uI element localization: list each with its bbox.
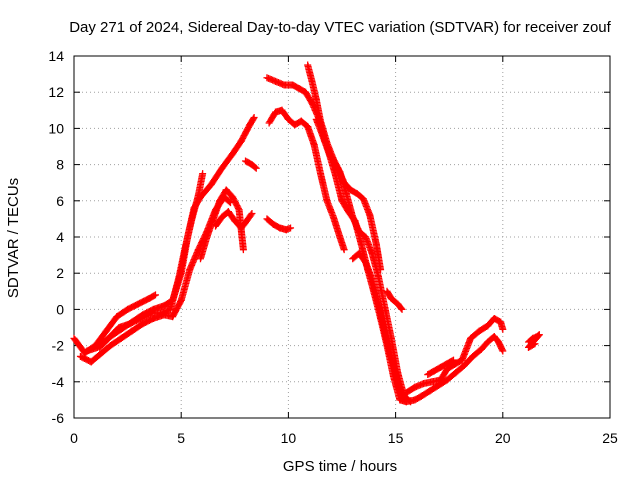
- data-point: [248, 209, 256, 217]
- x-axis-ticks: 0 5 10 15 20 25: [70, 56, 618, 446]
- x-tick-label: 0: [70, 430, 78, 446]
- data-point: [531, 340, 539, 348]
- y-tick-label: -2: [52, 338, 65, 354]
- series-track-14: [383, 287, 406, 313]
- x-tick-label: 25: [602, 430, 618, 446]
- series-track-1: [70, 291, 159, 357]
- data-point: [249, 115, 257, 123]
- series-track-17: [424, 356, 457, 379]
- data-point: [530, 341, 538, 349]
- data-point: [247, 211, 255, 219]
- data-point: [199, 170, 207, 178]
- y-tick-label: 2: [56, 265, 64, 281]
- y-tick-label: 14: [48, 48, 64, 64]
- x-axis-label: GPS time / hours: [283, 458, 397, 475]
- series-track-10: [265, 106, 348, 254]
- x-tick-label: 5: [177, 430, 185, 446]
- data-point: [499, 325, 507, 333]
- y-tick-label: 8: [56, 157, 64, 173]
- series-track-18: [525, 331, 543, 351]
- y-tick-label: -6: [52, 410, 65, 426]
- y-tick-label: -4: [52, 374, 65, 390]
- x-tick-label: 10: [281, 430, 297, 446]
- series-track-8: [242, 157, 260, 172]
- y-axis-label: SDTVAR / TECUs: [5, 178, 22, 298]
- chart-title: Day 271 of 2024, Sidereal Day-to-day VTE…: [69, 19, 611, 36]
- data-point: [448, 357, 456, 365]
- data-points: [70, 61, 543, 406]
- series-track-3: [83, 170, 207, 355]
- data-point: [340, 246, 348, 254]
- y-axis-ticks: -6 -4 -2 0 2 4 6 8 10 12 14: [48, 48, 610, 426]
- data-point: [251, 163, 259, 171]
- data-point: [150, 292, 158, 300]
- data-point: [449, 356, 457, 364]
- data-point: [397, 304, 405, 312]
- data-point: [398, 305, 406, 313]
- series-track-15: [396, 333, 507, 406]
- data-point: [252, 164, 260, 172]
- data-point: [287, 224, 295, 232]
- data-point: [151, 291, 159, 299]
- y-tick-label: 0: [56, 301, 64, 317]
- data-point: [239, 246, 247, 254]
- series-track-16: [402, 314, 507, 397]
- y-tick-label: 10: [48, 120, 64, 136]
- y-tick-label: 12: [48, 84, 64, 100]
- y-tick-label: 4: [56, 229, 64, 245]
- series-track-7: [263, 215, 295, 234]
- x-tick-label: 15: [388, 430, 404, 446]
- x-tick-label: 20: [495, 430, 511, 446]
- y-tick-label: 6: [56, 193, 64, 209]
- series-track-6: [196, 186, 247, 263]
- data-point: [250, 114, 258, 122]
- series-track-4: [96, 114, 258, 351]
- data-point: [499, 347, 507, 355]
